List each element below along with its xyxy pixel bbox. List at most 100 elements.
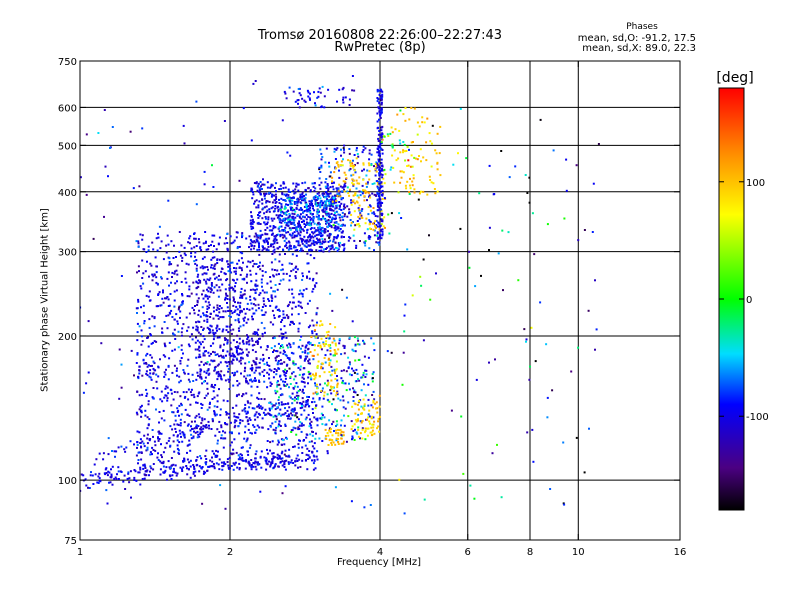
data-point — [137, 300, 140, 303]
data-point — [221, 316, 224, 319]
data-point — [380, 228, 383, 231]
data-point — [336, 190, 339, 193]
data-point — [353, 210, 356, 213]
data-point — [216, 306, 219, 309]
data-point — [164, 373, 167, 376]
data-point — [216, 454, 219, 457]
data-point — [285, 203, 288, 206]
data-point — [210, 465, 213, 468]
data-point — [236, 278, 239, 281]
data-point — [318, 245, 321, 248]
data-point — [277, 367, 280, 370]
data-point — [220, 434, 223, 437]
data-point — [232, 452, 235, 455]
data-point — [378, 198, 381, 201]
data-point — [259, 181, 262, 183]
data-point — [307, 95, 310, 98]
data-point — [294, 275, 297, 278]
data-point — [249, 402, 252, 405]
y-tick-label: 200 — [58, 332, 77, 343]
data-point — [268, 299, 271, 302]
data-point — [308, 450, 311, 452]
data-point — [113, 477, 116, 480]
data-point — [360, 376, 363, 379]
chart-subtitle: RwPretec (8p) — [334, 40, 426, 55]
data-point — [313, 244, 316, 246]
data-point — [273, 269, 276, 271]
data-point — [247, 382, 250, 385]
data-point — [361, 376, 364, 379]
data-point — [212, 342, 215, 345]
data-point — [328, 371, 331, 373]
data-point — [239, 306, 242, 309]
data-point — [353, 228, 356, 231]
data-point — [381, 165, 384, 168]
data-point — [314, 187, 317, 190]
data-point — [135, 479, 138, 482]
data-point — [318, 194, 321, 197]
data-point — [199, 355, 202, 358]
data-point — [187, 423, 190, 426]
data-point — [285, 194, 287, 197]
data-point — [285, 384, 287, 387]
data-point — [173, 364, 176, 367]
data-point — [531, 212, 534, 215]
data-point — [311, 450, 314, 453]
data-point — [183, 396, 186, 399]
data-point — [273, 335, 276, 338]
data-point — [213, 465, 216, 468]
data-point — [232, 468, 235, 471]
data-point — [150, 342, 153, 345]
data-point — [330, 225, 333, 227]
data-point — [328, 233, 331, 236]
data-point — [268, 191, 271, 194]
data-point — [307, 187, 310, 190]
data-point — [330, 365, 333, 368]
data-point — [218, 420, 221, 423]
data-point — [270, 244, 272, 247]
data-point — [243, 408, 246, 411]
data-point — [300, 402, 303, 405]
data-point — [478, 192, 481, 195]
data-point — [235, 404, 238, 407]
data-point — [153, 325, 156, 328]
data-point — [383, 216, 386, 219]
data-point — [237, 319, 240, 322]
data-point — [300, 380, 303, 383]
data-point — [217, 463, 220, 466]
data-point — [201, 306, 204, 309]
data-point — [183, 252, 186, 255]
data-point — [283, 461, 286, 464]
data-point — [243, 375, 246, 378]
data-point — [272, 351, 274, 353]
data-point — [166, 478, 168, 481]
data-point — [290, 262, 293, 265]
data-point — [305, 453, 308, 456]
data-point — [295, 412, 298, 415]
data-point — [241, 357, 244, 360]
data-point — [97, 482, 100, 484]
data-point — [297, 426, 300, 429]
data-point — [343, 247, 346, 250]
data-point — [416, 158, 419, 161]
data-point — [220, 424, 223, 427]
data-point — [278, 403, 281, 406]
data-point — [272, 290, 275, 293]
data-point — [375, 170, 378, 173]
data-point — [563, 217, 566, 220]
data-point — [188, 237, 191, 240]
data-point — [187, 343, 190, 346]
data-point — [300, 413, 303, 416]
data-point — [423, 121, 426, 124]
data-point — [251, 364, 253, 367]
data-point — [332, 337, 335, 340]
data-point — [359, 437, 361, 440]
data-point — [379, 114, 382, 117]
data-point — [288, 274, 291, 277]
data-point — [257, 234, 260, 237]
data-point — [284, 368, 287, 371]
data-point — [357, 215, 360, 218]
data-point — [103, 109, 106, 111]
data-point — [248, 406, 251, 409]
data-point — [293, 445, 296, 448]
